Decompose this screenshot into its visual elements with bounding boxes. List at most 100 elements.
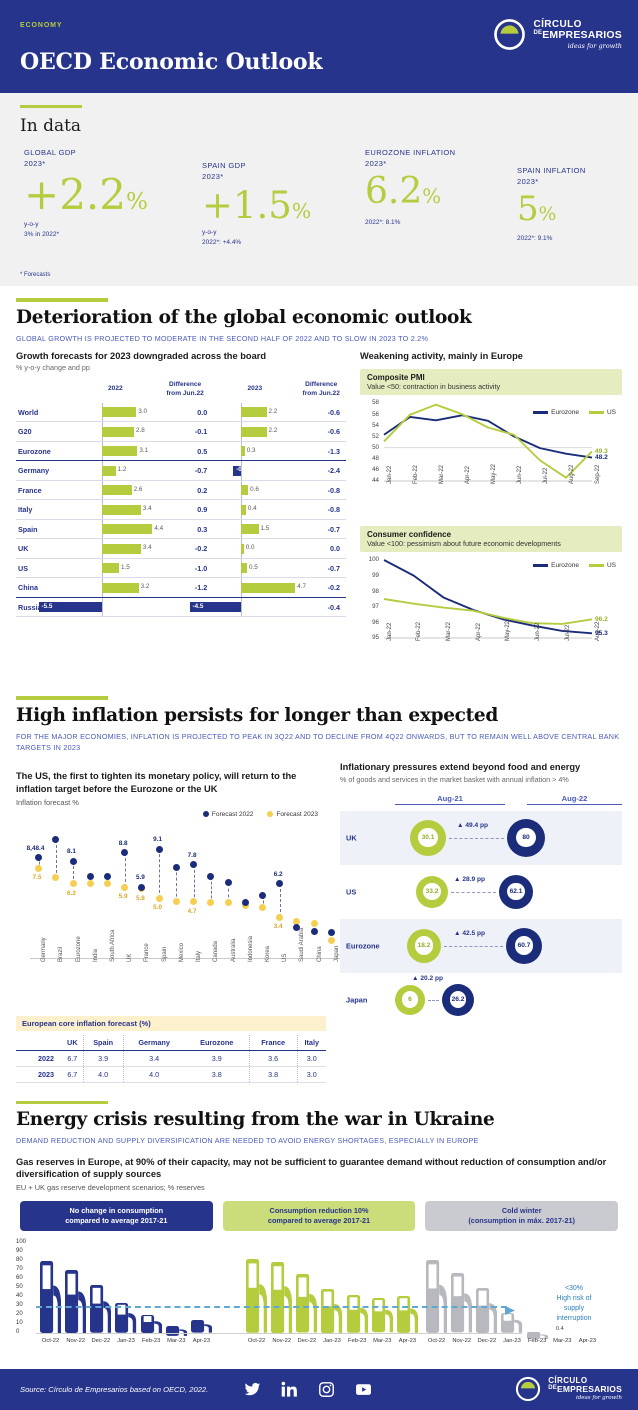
cell-diff-2022: -0.2 xyxy=(156,538,214,559)
x-axis-tick: Apr-23 xyxy=(192,1337,211,1344)
section3-subtitle: DEMAND REDUCTION AND SUPPLY DIVERSIFICAT… xyxy=(16,1136,479,1146)
core-th-uk: UK xyxy=(62,1034,84,1051)
category-label: Australia xyxy=(230,938,237,962)
cell-2023: 0.0 xyxy=(213,538,297,559)
value-bar xyxy=(233,465,242,476)
dot-forecast-2023 xyxy=(69,880,77,888)
x-axis-tick: Apr-22 xyxy=(464,466,471,485)
chart-legend: Eurozone US xyxy=(533,562,616,569)
x-axis-tick: Nov-22 xyxy=(272,1337,292,1344)
forecast-footnote: * Forecasts xyxy=(20,272,51,278)
x-axis-tick: Nov-22 xyxy=(66,1337,86,1344)
cell-2022: 3.4 xyxy=(73,538,157,559)
green-rule xyxy=(16,1100,108,1105)
gas-pump-icon xyxy=(165,1323,187,1336)
stat-value: 5% xyxy=(517,188,557,229)
category-label: US xyxy=(282,953,289,962)
connector-line xyxy=(55,839,57,878)
growth-forecast-table: 2022 Difference from Jun.22 2023 Differe… xyxy=(16,379,346,618)
y-axis-tick: 30 xyxy=(16,1302,23,1309)
gas-pump-icon xyxy=(501,1312,523,1333)
pmi-band: Composite PMI Value <50: contraction in … xyxy=(360,369,622,396)
bar-value: 1.5 xyxy=(121,563,130,571)
delta-label: ▲ 28.9 pp xyxy=(454,875,486,883)
category-label: Germany xyxy=(41,936,48,962)
x-axis-tick: Jan-23 xyxy=(323,1337,341,1344)
y-axis-tick: 58 xyxy=(372,399,379,407)
cell-2022: 2.8 xyxy=(73,421,157,442)
data-label: 8,48.4 xyxy=(26,844,45,852)
dot-forecast-2023 xyxy=(276,913,284,921)
donut-hole: 18.2 xyxy=(414,936,434,955)
chart-legend: Eurozone US xyxy=(533,409,616,416)
data-label: 5.0 xyxy=(153,904,163,912)
x-axis-tick: Apr-23 xyxy=(398,1337,417,1344)
row-country: Italy xyxy=(16,499,74,520)
donut-header-aug22: Aug-22 xyxy=(527,794,622,805)
core-cell: 4.0 xyxy=(82,1066,124,1083)
bar-value: 2.8 xyxy=(135,427,145,435)
section-deterioration: Deterioration of the global economic out… xyxy=(0,286,638,680)
bar-value: 0.0 xyxy=(245,544,255,552)
pill-line-1: No change in consumption xyxy=(69,1205,164,1215)
instagram-icon[interactable] xyxy=(318,1381,335,1398)
value-bar xyxy=(241,485,249,496)
circulo-logo-icon xyxy=(515,1376,541,1402)
category-label: India xyxy=(92,948,99,962)
growth-forecast-subtitle: % y-o-y change and pp xyxy=(16,363,90,373)
donut-hole: 26.2 xyxy=(449,991,467,1008)
gas-pump-icon xyxy=(426,1259,448,1333)
gas-pump-icon xyxy=(451,1273,473,1333)
stat-sub1: y-o-y xyxy=(202,228,217,236)
dot-forecast-2022 xyxy=(259,892,266,900)
category-label: Saudi Arabia xyxy=(299,927,306,962)
stat-label-line2: 2023* xyxy=(517,176,539,186)
row-country: World xyxy=(16,402,74,423)
inflation-lead-sub: Inflation forecast % xyxy=(16,797,79,807)
core-th-germany: Germany xyxy=(122,1034,185,1051)
data-label: 7.5 xyxy=(32,874,42,882)
zero-axis xyxy=(101,597,103,617)
value-bar xyxy=(241,446,245,457)
weakening-activity-title: Weakening activity, mainly in Europe xyxy=(360,351,523,362)
stat-value: 6.2% xyxy=(365,170,442,212)
logo-de: DE xyxy=(533,29,543,36)
section2-columns: The US, the first to tighten its monetar… xyxy=(16,761,622,1083)
delta-label: ▲ 20.2 pp xyxy=(412,974,444,982)
dot-forecast-2022 xyxy=(121,849,129,857)
logo-wordmark: CÍRCULO DEEMPRESARIOS ideas for growth xyxy=(533,19,622,50)
table-row: Germany 1.2 -0.7 -0.7 -2.4 xyxy=(16,460,346,481)
pill-line-1: Consumption reduction 10% xyxy=(269,1205,369,1215)
page-title: OECD Economic Outlook xyxy=(20,49,323,75)
core-inflation-table: UK Spain Germany Eurozone France Italy 2… xyxy=(16,1034,326,1083)
dot-forecast-2022 xyxy=(69,857,77,865)
donut-chart: 33.2 xyxy=(416,875,448,908)
cell-diff-2022: -1.0 xyxy=(156,558,214,579)
core-cell: 3.4 xyxy=(122,1050,185,1067)
bar-value: 0.4 xyxy=(247,505,257,513)
cell-2023: 4.7 xyxy=(213,577,306,598)
x-axis xyxy=(36,1332,522,1334)
gas-pump-icon xyxy=(296,1274,318,1333)
dot-forecast-2022 xyxy=(190,861,198,869)
cell-2022: 3.1 xyxy=(73,441,157,462)
bar-value: 3.1 xyxy=(139,446,149,454)
y-axis-tick: 54 xyxy=(372,421,379,429)
dot-forecast-2023 xyxy=(172,898,180,906)
y-axis-tick: 96 xyxy=(372,618,379,626)
stat-label-line2: 2023* xyxy=(24,158,46,168)
social-links xyxy=(244,1381,372,1398)
cell-diff-2023: -0.8 xyxy=(296,499,346,520)
donut-value: 6 xyxy=(408,996,412,1004)
y-axis-tick: 40 xyxy=(16,1293,23,1300)
youtube-icon[interactable] xyxy=(355,1381,372,1398)
category-label: Mexico xyxy=(178,942,185,962)
data-label: 4.7 xyxy=(187,907,197,915)
linkedin-icon[interactable] xyxy=(281,1381,298,1398)
core-row-year: 2023 xyxy=(16,1066,62,1083)
x-axis-tick: Jan-23 xyxy=(503,1337,521,1344)
twitter-icon[interactable] xyxy=(244,1381,261,1398)
th-2022: 2022 xyxy=(108,385,123,393)
green-rule xyxy=(16,696,108,700)
growth-forecast-title: Growth forecasts for 2023 downgraded acr… xyxy=(16,351,267,362)
